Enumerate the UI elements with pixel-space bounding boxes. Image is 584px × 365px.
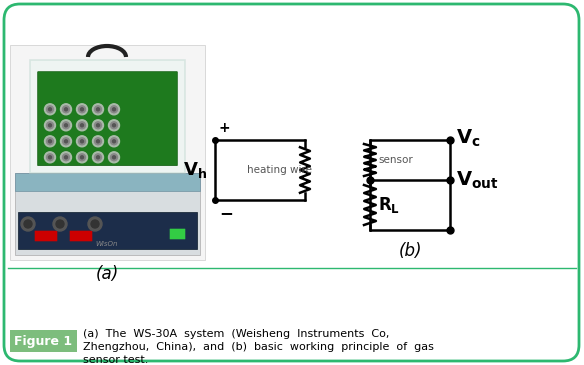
Text: Zhengzhou,  China),  and  (b)  basic  working  principle  of  gas: Zhengzhou, China), and (b) basic working… [83,342,434,352]
Circle shape [81,156,84,159]
Circle shape [61,136,71,147]
Circle shape [53,217,67,231]
Circle shape [44,120,55,131]
Circle shape [44,152,55,163]
Circle shape [113,124,116,127]
Circle shape [113,140,116,143]
Circle shape [64,156,68,159]
Text: $\mathbf{V_c}$: $\mathbf{V_c}$ [456,127,481,149]
FancyBboxPatch shape [4,4,579,361]
Text: (a)  The  WS-30A  system  (Weisheng  Instruments  Co,: (a) The WS-30A system (Weisheng Instrume… [83,329,390,339]
Circle shape [61,152,71,163]
Circle shape [81,124,84,127]
Circle shape [92,152,103,163]
Circle shape [78,106,85,113]
Circle shape [92,120,103,131]
Circle shape [77,120,88,131]
Circle shape [110,138,117,145]
Text: $\mathbf{V_h}$: $\mathbf{V_h}$ [183,160,207,180]
Circle shape [96,108,99,111]
Circle shape [47,106,54,113]
Circle shape [77,152,88,163]
FancyBboxPatch shape [18,212,197,249]
Circle shape [61,120,71,131]
Circle shape [47,122,54,129]
Text: −: − [219,204,233,222]
Circle shape [113,156,116,159]
Circle shape [109,152,120,163]
Circle shape [77,136,88,147]
Circle shape [92,104,103,115]
Circle shape [48,124,51,127]
Circle shape [96,124,99,127]
Circle shape [110,122,117,129]
Circle shape [64,140,68,143]
Circle shape [78,154,85,161]
Circle shape [62,122,69,129]
Circle shape [81,140,84,143]
Text: sensor test.: sensor test. [83,355,148,365]
Circle shape [88,217,102,231]
Text: heating wire: heating wire [247,165,312,175]
Circle shape [48,108,51,111]
Circle shape [47,138,54,145]
Circle shape [61,104,71,115]
Circle shape [109,120,120,131]
Circle shape [44,136,55,147]
Circle shape [47,154,54,161]
Text: (a): (a) [95,265,119,283]
Circle shape [96,140,99,143]
FancyBboxPatch shape [15,173,200,191]
Circle shape [92,136,103,147]
FancyBboxPatch shape [34,231,57,241]
FancyBboxPatch shape [10,45,205,260]
Circle shape [81,108,84,111]
Circle shape [78,138,85,145]
Circle shape [48,156,51,159]
FancyBboxPatch shape [170,229,185,239]
Circle shape [62,106,69,113]
Text: (b): (b) [398,242,422,260]
Circle shape [91,220,99,228]
Circle shape [44,104,55,115]
Circle shape [64,108,68,111]
Circle shape [64,124,68,127]
Circle shape [95,122,102,129]
Text: +: + [219,121,231,135]
Circle shape [96,156,99,159]
FancyBboxPatch shape [15,173,200,255]
Circle shape [110,106,117,113]
Circle shape [109,136,120,147]
Text: WisOn: WisOn [96,241,118,247]
Circle shape [95,138,102,145]
Text: Figure 1: Figure 1 [15,334,72,347]
FancyBboxPatch shape [38,72,178,166]
Circle shape [62,138,69,145]
FancyBboxPatch shape [30,60,185,173]
FancyBboxPatch shape [69,231,92,241]
FancyBboxPatch shape [10,330,77,352]
Circle shape [62,154,69,161]
Circle shape [113,108,116,111]
Circle shape [109,104,120,115]
Circle shape [95,154,102,161]
Circle shape [56,220,64,228]
Circle shape [95,106,102,113]
Circle shape [77,104,88,115]
Circle shape [24,220,32,228]
Circle shape [78,122,85,129]
Text: sensor: sensor [378,155,413,165]
Circle shape [110,154,117,161]
Text: $\mathbf{V_{out}}$: $\mathbf{V_{out}}$ [456,169,499,191]
Circle shape [48,140,51,143]
Text: $\mathbf{R_L}$: $\mathbf{R_L}$ [378,195,400,215]
Circle shape [21,217,35,231]
